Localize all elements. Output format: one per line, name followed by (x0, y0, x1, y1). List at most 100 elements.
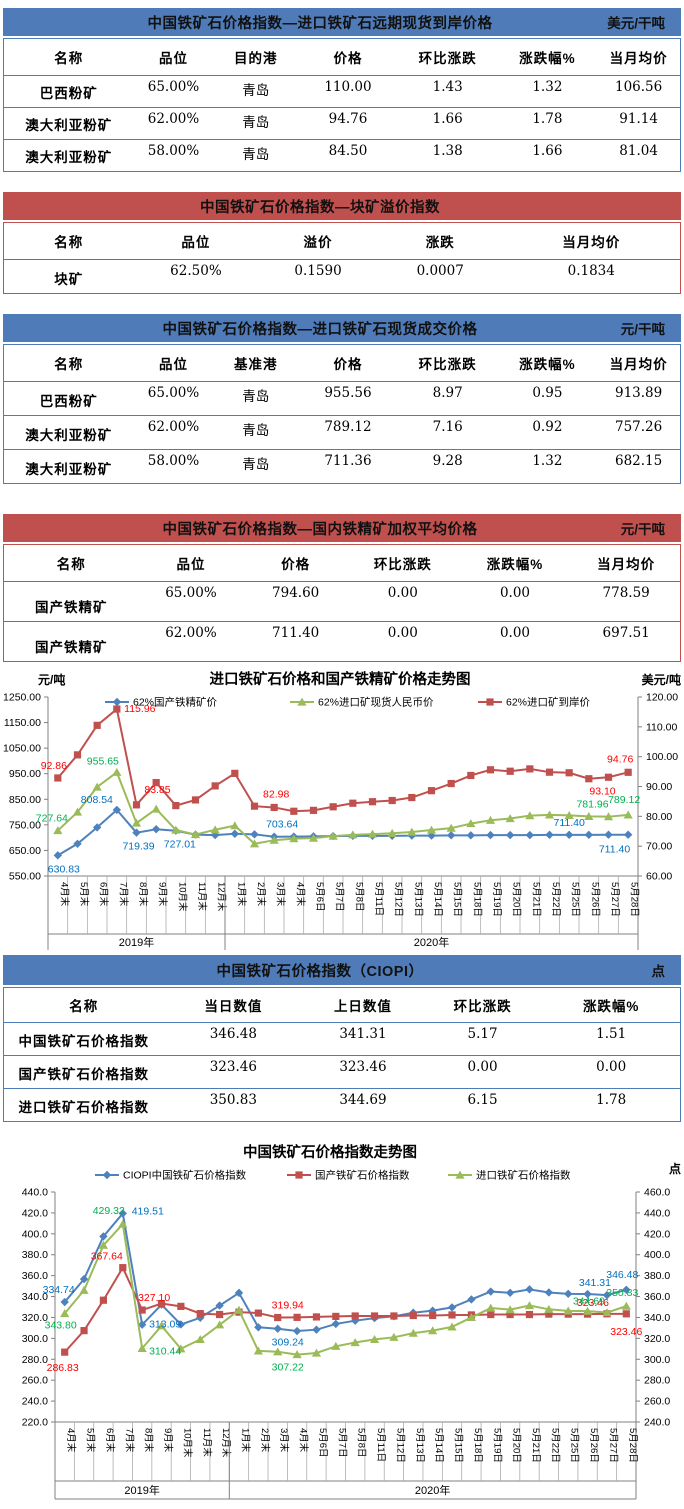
table-row: 块矿 62.50% 0.1590 0.0007 0.1834 (4, 259, 680, 293)
data-marker (348, 830, 358, 839)
table-section-import-spot-transaction: 中国铁矿石价格指数—进口铁矿石现货成交价格 元/干吨 名称 品位 基准港 价格 环比涨跌… (3, 314, 681, 484)
value-cell: 110.00 (324, 79, 372, 95)
legend-item: CIOPI中国铁矿石价格指数 (123, 1169, 247, 1182)
table-unit: 元/干吨 (620, 322, 665, 337)
data-marker (273, 1347, 283, 1356)
x-axis-category-label: 5月20日 (511, 882, 522, 917)
axis-tick-label: 1050.00 (3, 743, 41, 755)
table-header-row: 名称 品位 基准港 价格 环比涨跌 涨跌幅% 当月均价 (4, 345, 680, 381)
x-axis-category-label: 1月末 (235, 882, 247, 907)
x-axis-category-label: 2月末 (259, 1428, 271, 1453)
data-marker (297, 697, 307, 706)
table-row: 进口铁矿石价格指数 350.83 344.69 6.15 1.78 (4, 1088, 680, 1121)
data-marker (407, 827, 417, 836)
value-cell: 0.00 (596, 1059, 627, 1075)
data-point-label: 711.40 (553, 817, 584, 829)
data-point-label: 346.48 (606, 1269, 638, 1281)
x-axis-category-label: 5月28日 (627, 1428, 638, 1463)
data-marker (254, 1309, 262, 1317)
axis-tick-label: 320.0 (644, 1333, 670, 1345)
data-marker (249, 839, 260, 848)
data-point-label: 319.94 (272, 1300, 304, 1312)
chart-ciopi-index-trend: 中国铁矿石价格指数走势图点 CIOPI中国铁矿石价格指数 国产铁矿石价格指数 进口铁矿… (0, 1129, 684, 1509)
row-name-cell: 中国铁矿石价格指数 (18, 1034, 150, 1049)
column-header: 环比涨跌 (373, 557, 432, 572)
data-point-label: 334.74 (43, 1284, 75, 1296)
data-marker (332, 1312, 340, 1321)
x-axis-category-label: 7月末 (117, 882, 129, 907)
line-chart: 进口铁矿石价格和国产铁精矿价格走势图 元/吨 美元/吨 62%国产铁精矿价 62%进口矿… (3, 670, 681, 952)
data-marker (137, 1343, 147, 1352)
data-point-label: 115.96 (124, 703, 155, 715)
year-group-label: 2020年 (415, 1483, 450, 1497)
value-cell: 6.15 (467, 1092, 498, 1108)
table-row: 巴西粉矿 65.00% 青岛 955.56 8.97 0.95 913.89 (4, 381, 680, 415)
column-header: 环比涨跌 (418, 357, 477, 372)
axis-tick-label: 80.00 (646, 811, 672, 823)
axis-tick-label: 750.00 (9, 819, 41, 831)
data-marker (231, 769, 239, 777)
data-marker (293, 1313, 301, 1321)
data-marker (486, 766, 495, 774)
data-marker (230, 829, 240, 839)
axis-tick-label: 1150.00 (4, 717, 41, 729)
column-header: 当月均价 (609, 357, 668, 372)
data-marker (467, 1295, 476, 1304)
x-axis-category-label: 5月26日 (588, 1428, 599, 1463)
x-axis-category-label: 12月末 (216, 882, 228, 912)
data-marker (408, 793, 416, 802)
value-cell: 1.66 (432, 111, 463, 127)
data-marker (525, 811, 535, 820)
data-marker (387, 828, 397, 837)
table-section-lump-premium-index: 中国铁矿石价格指数—块矿溢价指数 名称 品位 溢价 涨跌 当月均价 块矿 62.50% 0.1… (3, 192, 681, 294)
x-axis-category-label: 5月6日 (314, 882, 325, 912)
data-marker (119, 1264, 127, 1272)
x-axis-category-label: 5月22日 (549, 1428, 560, 1463)
data-marker (486, 830, 495, 840)
x-axis-category-label: 5月14日 (432, 882, 443, 917)
axis-tick-label: 300.0 (22, 1333, 48, 1345)
value-cell: 1.51 (596, 1026, 627, 1042)
axis-tick-label: 650.00 (9, 845, 41, 857)
data-marker (151, 804, 161, 813)
data-marker (60, 1309, 70, 1318)
data-point-label: 703.64 (266, 819, 298, 831)
data-point-label: 83.85 (144, 784, 170, 796)
value-cell: 5.17 (467, 1026, 498, 1042)
table-row: 澳大利亚粉矿 58.00% 青岛 84.50 1.38 1.66 81.04 (4, 139, 680, 171)
data-marker (61, 1348, 69, 1356)
data-point-label: 727.01 (164, 839, 196, 851)
row-name-cell: 澳大利亚粉矿 (25, 150, 113, 165)
data-table: 名称 品位 目的港 价格 环比涨跌 涨跌幅% 当月均价 巴西粉矿 65.00% 青岛 110.00 1… (3, 38, 681, 172)
table-title: 中国铁矿石价格指数—块矿溢价指数 (200, 199, 440, 216)
axis-tick-label: 280.0 (22, 1354, 48, 1366)
data-marker (487, 1310, 495, 1319)
value-cell: 青岛 (242, 389, 270, 405)
axis-tick-label: 320.0 (22, 1312, 48, 1324)
data-marker (210, 825, 220, 834)
column-header: 涨跌幅% (486, 557, 544, 572)
x-axis-category-label: 5月6日 (317, 1428, 328, 1458)
x-axis-category-label: 10月末 (181, 1428, 193, 1458)
data-marker (563, 1306, 573, 1315)
data-point-label: 808.54 (81, 794, 113, 806)
value-cell: 青岛 (242, 423, 270, 439)
data-marker (151, 825, 161, 834)
chart-title: 进口铁矿石价格和国产铁精矿价格走势图 (210, 670, 471, 688)
x-axis-category-label: 2月末 (255, 882, 267, 907)
year-group-label: 2019年 (119, 935, 154, 949)
row-name-cell: 澳大利亚粉矿 (25, 428, 113, 443)
data-marker (621, 1301, 631, 1310)
axis-tick-label: 120.00 (646, 692, 678, 704)
data-marker (292, 1350, 302, 1359)
data-marker (329, 803, 337, 811)
x-axis-category-label: 5月27日 (609, 882, 620, 917)
data-marker (118, 1209, 127, 1218)
axis-tick-label: 850.00 (9, 794, 41, 806)
axis-tick-label: 360.0 (22, 1270, 48, 1282)
data-marker (132, 801, 141, 809)
column-header: 名称 (69, 999, 99, 1014)
column-header: 名称 (54, 235, 84, 250)
axis-tick-label: 220.0 (22, 1417, 48, 1429)
data-point-label: 94.76 (607, 753, 633, 765)
